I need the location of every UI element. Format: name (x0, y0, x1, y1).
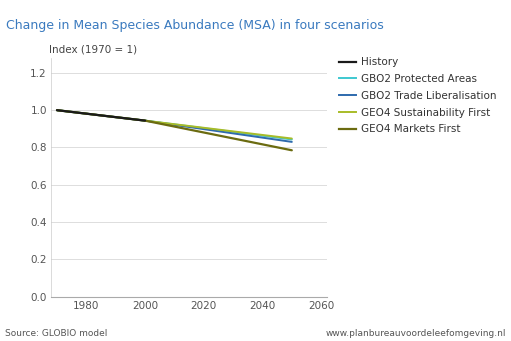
Legend: History, GBO2 Protected Areas, GBO2 Trade Liberalisation, GEO4 Sustainability Fi: History, GBO2 Protected Areas, GBO2 Trad… (335, 53, 501, 138)
Text: Index (1970 = 1): Index (1970 = 1) (49, 45, 136, 55)
Text: www.planbureauvoordeleefomgeving.nl: www.planbureauvoordeleefomgeving.nl (326, 329, 506, 338)
Text: Change in Mean Species Abundance (MSA) in four scenarios: Change in Mean Species Abundance (MSA) i… (6, 19, 384, 32)
Text: Source: GLOBIO model: Source: GLOBIO model (5, 329, 107, 338)
